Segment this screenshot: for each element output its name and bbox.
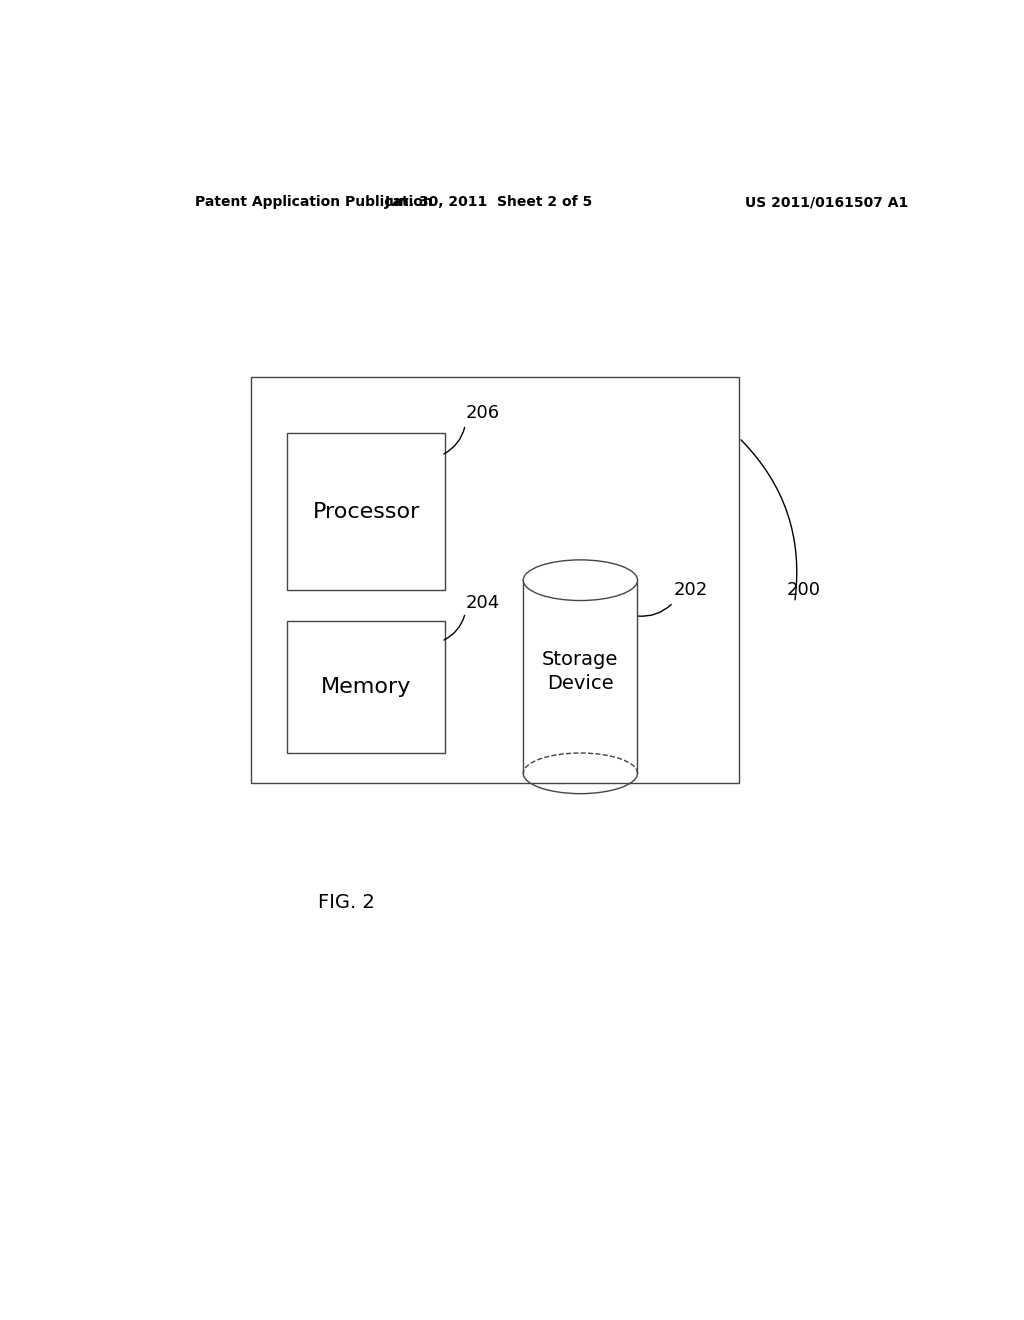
Text: Jun. 30, 2011  Sheet 2 of 5: Jun. 30, 2011 Sheet 2 of 5 (385, 195, 593, 209)
Text: 200: 200 (786, 581, 820, 599)
Text: Processor: Processor (312, 502, 420, 521)
Bar (251, 378, 739, 784)
Text: Memory: Memory (321, 677, 412, 697)
Ellipse shape (523, 560, 638, 601)
Bar (287, 620, 445, 752)
Text: FIG. 2: FIG. 2 (318, 892, 376, 912)
Text: 206: 206 (465, 404, 500, 421)
Text: US 2011/0161507 A1: US 2011/0161507 A1 (744, 195, 908, 209)
Bar (523, 581, 638, 774)
Text: Patent Application Publication: Patent Application Publication (196, 195, 433, 209)
Text: 202: 202 (673, 581, 708, 599)
Text: Storage
Device: Storage Device (542, 651, 618, 693)
Text: 204: 204 (465, 594, 500, 611)
Bar (287, 433, 445, 590)
